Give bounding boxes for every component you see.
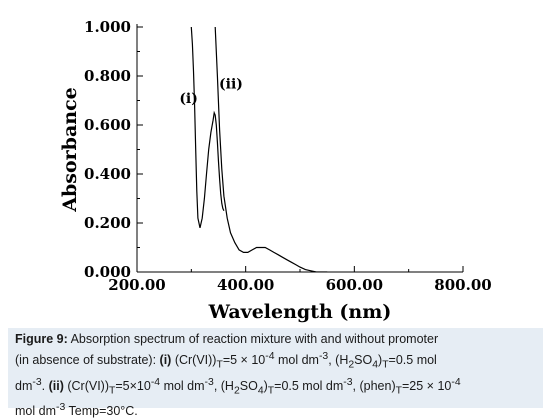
caption-sub: 4: [372, 359, 379, 371]
caption-text: , (H: [328, 353, 349, 368]
caption-sup: -3: [32, 376, 42, 388]
chart: 0.000 0.200 0.400 0.600 0.800 1.000 200.00 400.…: [59, 18, 492, 323]
caption-sub: T: [267, 385, 275, 397]
caption-text: ): [378, 353, 383, 368]
caption-sub: T: [395, 385, 402, 397]
x-tick-label: 800.00: [434, 276, 491, 294]
caption-sub: T: [382, 359, 389, 371]
caption-sup: -4: [265, 351, 275, 362]
y-tick-label: 1.000: [84, 18, 131, 36]
caption-text: SO: [354, 353, 373, 368]
caption-text: mol dm: [15, 404, 56, 419]
caption-text: (Cr(VI)): [171, 353, 217, 368]
caption-text: Absorption spectrum of reaction mixture …: [67, 332, 439, 346]
figure-caption: Figure 9: Absorption spectrum of reactio…: [8, 328, 543, 418]
caption-text: dm: [15, 378, 33, 393]
y-axis-label: Absorbance: [59, 87, 81, 212]
series-line-2: [214, 27, 328, 272]
caption-text: =25 × 10: [402, 378, 452, 393]
caption-tag-ii: (ii): [48, 378, 64, 393]
y-tick-label: 0.000: [84, 263, 131, 281]
series-label-ii: (ii): [219, 76, 243, 92]
caption-text: .: [41, 378, 49, 393]
caption-text: , (H: [213, 378, 234, 393]
caption-text: ): [263, 378, 268, 393]
caption-sub: 2: [233, 385, 240, 397]
y-tick-label: 0.800: [84, 67, 131, 85]
series-line-1: [190, 27, 225, 229]
caption-sup: -3: [204, 376, 214, 388]
caption-figure-label: Figure 9:: [15, 332, 68, 346]
x-axis-label: Wavelength (nm): [208, 301, 392, 323]
caption-text: =0.5 mol dm: [274, 378, 344, 393]
y-tick-label: 0.200: [84, 214, 131, 232]
caption-text: , (phen): [352, 378, 396, 393]
caption-sup: -4: [150, 376, 161, 388]
caption-tag-i: (i): [159, 353, 172, 368]
caption-text: =0.5 mol: [388, 353, 437, 368]
caption-text: mol dm: [274, 353, 319, 368]
caption-text: =5 × 10: [222, 353, 266, 368]
caption-text: (Cr(VI)): [63, 378, 109, 393]
caption-sub: T: [216, 359, 223, 371]
caption-text: SO: [239, 378, 258, 393]
x-tick-label: 600.00: [326, 276, 383, 294]
caption-text: (in absence of substrate):: [15, 353, 160, 368]
caption-sub: T: [109, 385, 116, 397]
x-tick-label: 200.00: [108, 276, 165, 294]
caption-sup: -3: [55, 402, 66, 414]
y-tick-label: 0.400: [84, 165, 131, 183]
caption-text: =5×10: [115, 378, 151, 393]
caption-sup: -4: [451, 376, 461, 388]
series-label-i: (i): [179, 91, 198, 107]
y-tick-label: 0.600: [84, 116, 131, 134]
caption-text: Temp=30°C.: [65, 404, 138, 419]
caption-text: mol dm: [160, 378, 205, 393]
caption-sub: 2: [348, 359, 355, 371]
caption-sup: -3: [318, 351, 329, 362]
caption-sup: -3: [343, 376, 353, 388]
x-tick-label: 400.00: [217, 276, 274, 294]
caption-sub: 4: [257, 385, 264, 397]
